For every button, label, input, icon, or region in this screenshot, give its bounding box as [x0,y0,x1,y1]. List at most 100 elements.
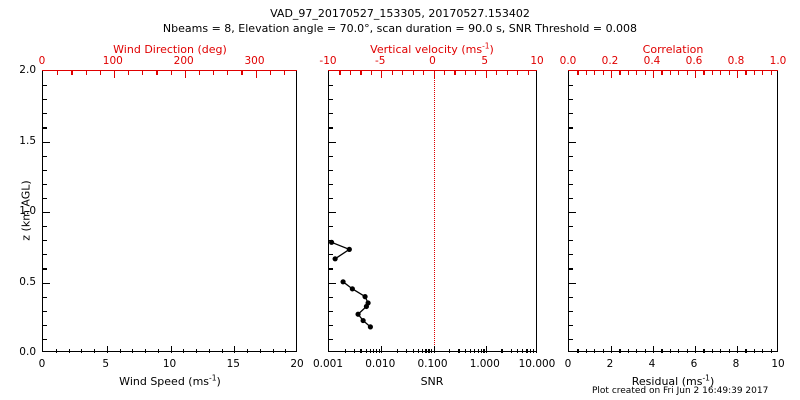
bottom-axis-tick-label: 8 [732,358,740,370]
axis-tick [259,349,261,353]
y-axis-minor-tick [43,240,47,242]
y-axis-minor-tick [43,268,47,270]
axis-tick [720,71,722,75]
snr-data-point [363,303,370,310]
y-axis-minor-tick [329,338,333,341]
y-axis-minor-tick [43,338,47,341]
snr-profile-line [331,241,351,260]
axis-tick [653,346,655,353]
y-axis-minor-tick [43,197,47,200]
axis-tick [611,346,613,353]
y-axis-minor-tick [569,99,573,101]
snr-data-point [355,311,361,317]
y-axis-minor-tick [43,183,47,185]
axis-tick [678,349,680,353]
snr-data-point [332,256,338,262]
axis-tick [402,71,404,75]
axis-tick [423,71,425,75]
axis-tick [412,349,414,353]
bottom-axis-tick-label: 0 [38,358,46,370]
axis-tick [406,349,408,353]
axis-tick [373,349,375,353]
axis-tick [255,71,257,75]
axis-tick [475,71,477,75]
y-axis-minor-tick [569,254,573,256]
axis-tick [145,349,147,353]
figure-subtitle: Nbeams = 8, Elevation angle = 70.0°, sca… [162,22,638,35]
axis-tick [753,349,755,353]
axis-tick [506,71,508,75]
panel2-top-axis-line [327,69,538,71]
axis-tick [720,349,722,353]
axis-tick [183,349,185,353]
top-axis-tick-label: 0.2 [601,55,619,67]
top-axis-tick [433,71,435,78]
y-axis-minor-tick [329,127,333,129]
figure-title: VAD_97_20170527_153305, 20170527.153402 [270,7,530,20]
axis-tick [57,71,59,75]
axis-tick [501,349,503,353]
y-axis-minor-tick [329,240,333,242]
y-axis-minor-tick [569,310,573,312]
axis-tick [221,349,223,353]
y-axis-tick [329,212,336,214]
y-axis-minor-tick [329,99,333,101]
bottom-axis-tick-label: 4 [648,358,656,370]
top-axis-tick [113,71,116,78]
top-axis-tick-label: 0.0 [559,55,577,67]
top-axis-tick [381,71,383,78]
axis-tick [737,346,739,353]
axis-tick [480,349,482,353]
axis-tick [753,71,755,75]
axis-tick [669,349,671,353]
top-axis-tick [485,71,487,78]
y-axis-tick [569,282,576,284]
axis-tick [283,71,286,75]
y-axis-minor-tick [329,254,333,256]
axis-tick [496,71,498,75]
axis-tick [369,349,371,353]
y-axis-minor-tick [569,268,573,270]
y-axis-minor-tick [329,310,333,312]
axis-tick [213,71,215,75]
axis-tick [770,349,772,353]
y-axis-tick-label: 0.5 [19,275,36,288]
axis-tick [272,349,274,353]
axis-tick [585,71,587,75]
axis-tick [526,349,528,353]
axis-tick [227,71,229,75]
top-axis-tick [184,71,186,78]
axis-tick [128,71,130,75]
y-axis-minor-tick [329,183,333,185]
axis-tick [353,349,356,353]
axis-tick [349,71,352,75]
y-axis-minor-tick [569,113,573,115]
axis-tick [170,346,172,353]
top-axis-tick-label: 1.0 [769,55,787,67]
axis-tick [522,349,524,353]
y-axis-tick [569,141,576,143]
snr-data-point [367,324,373,330]
y-axis-tick [43,282,50,284]
axis-tick [339,71,341,75]
axis-tick [703,71,705,75]
axis-tick [449,349,451,353]
y-axis-minor-tick [329,155,333,157]
axis-tick [157,349,159,353]
axis-tick [443,71,446,75]
axis-tick [156,71,158,75]
zero-velocity-reference-line [433,71,435,353]
top-axis-tick-label: 0 [38,55,46,67]
y-axis-minor-tick [43,155,47,157]
axis-tick [417,349,419,353]
y-axis-minor-tick [569,226,573,228]
top-axis-tick-label: -10 [319,55,337,67]
axis-tick [208,349,210,353]
y-axis-minor-tick [569,85,573,87]
y-axis-minor-tick [569,324,573,326]
axis-tick [198,71,201,75]
panel1-bottom-axis-title: Wind Speed (ms-1) [119,373,221,388]
bottom-axis-tick-label: 1.000 [469,358,500,370]
axis-tick [55,349,57,353]
axis-tick [360,349,362,353]
